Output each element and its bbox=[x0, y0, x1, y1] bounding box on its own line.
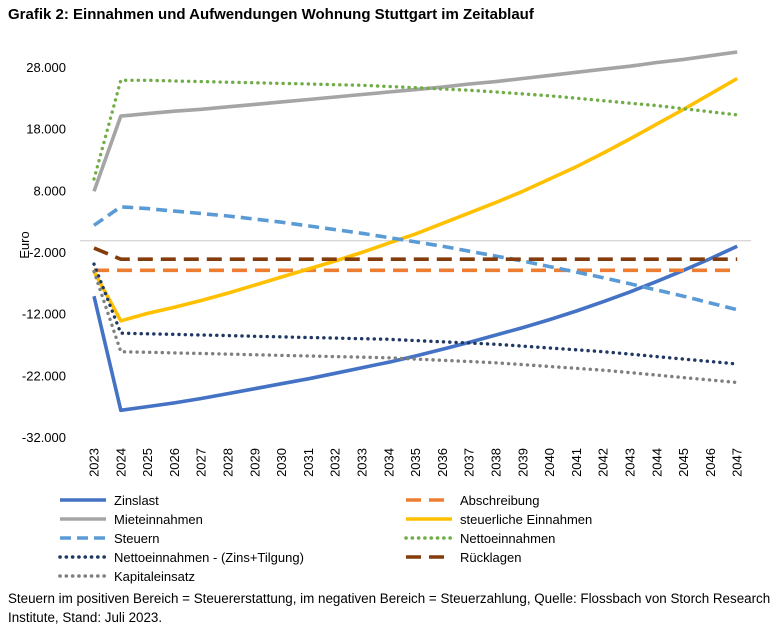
series-line-6 bbox=[92, 262, 739, 366]
legend-item: Nettoeinnahmen bbox=[404, 529, 555, 547]
legend-swatch bbox=[60, 498, 106, 502]
legend-label: Zinslast bbox=[114, 492, 159, 508]
legend-swatch bbox=[406, 517, 452, 521]
x-tick-label: 2024 bbox=[113, 448, 128, 477]
x-tick-label: 2035 bbox=[408, 448, 423, 477]
x-tick-label: 2047 bbox=[730, 448, 745, 477]
x-tick-label: 2041 bbox=[569, 448, 584, 477]
legend-item: Nettoeinnahmen - (Zins+Tilgung) bbox=[58, 548, 304, 566]
y-axis: 28.000 18.000 8.000 -2.000 -12.000 -22.000 -32… bbox=[22, 60, 66, 445]
x-tick-label: 2033 bbox=[355, 448, 370, 477]
x-tick-label: 2030 bbox=[274, 448, 289, 477]
y-tick-label: 8.000 bbox=[33, 183, 66, 198]
legend-label: Kapitaleinsatz bbox=[114, 568, 195, 584]
legend-swatch bbox=[58, 574, 108, 578]
y-tick-label: -22.000 bbox=[22, 368, 66, 383]
series-line-7 bbox=[93, 246, 738, 262]
x-tick-label: 2025 bbox=[140, 448, 155, 477]
series-line-2 bbox=[92, 50, 738, 192]
plot-area bbox=[92, 50, 739, 413]
legend-label: Abschreibung bbox=[460, 492, 540, 508]
legend-swatch bbox=[60, 536, 106, 540]
legend-swatch bbox=[60, 517, 106, 521]
legend-item: Mieteinnahmen bbox=[58, 510, 203, 528]
legend-label: Steuern bbox=[114, 530, 160, 546]
chart-title: Grafik 2: Einnahmen und Aufwendungen Woh… bbox=[8, 6, 534, 23]
x-tick-label: 2044 bbox=[649, 448, 664, 477]
y-tick-label: -12.000 bbox=[22, 307, 66, 322]
y-tick-label: -32.000 bbox=[22, 430, 66, 445]
legend-label: Mieteinnahmen bbox=[114, 511, 203, 527]
x-tick-label: 2040 bbox=[542, 448, 557, 477]
x-tick-label: 2026 bbox=[167, 448, 182, 477]
legend-item: Zinslast bbox=[58, 491, 159, 509]
series-line-0 bbox=[92, 244, 738, 413]
x-tick-label: 2023 bbox=[87, 448, 102, 477]
x-tick-label: 2043 bbox=[623, 448, 638, 477]
series-line-4 bbox=[92, 205, 738, 312]
legend-item: steuerliche Einnahmen bbox=[404, 510, 592, 528]
x-tick-label: 2045 bbox=[676, 448, 691, 477]
x-axis: 2023 2024 2025 2026 2027 2028 2029 2030 2031 2032… bbox=[87, 448, 745, 477]
x-tick-label: 2036 bbox=[435, 448, 450, 477]
y-tick-label: 18.000 bbox=[26, 122, 66, 137]
x-tick-label: 2042 bbox=[596, 448, 611, 477]
x-tick-label: 2027 bbox=[194, 448, 209, 477]
x-tick-label: 2039 bbox=[515, 448, 530, 477]
footnote: Steuern im positiven Bereich = Steuerers… bbox=[8, 591, 771, 625]
legend-label: Rücklagen bbox=[460, 549, 522, 565]
legend-swatch bbox=[404, 536, 454, 540]
legend-label: Nettoeinnahmen bbox=[460, 530, 556, 546]
y-axis-label: Euro bbox=[17, 231, 32, 258]
legend-item: Kapitaleinsatz bbox=[58, 567, 195, 585]
x-tick-label: 2028 bbox=[221, 448, 236, 477]
y-tick-label: 28.000 bbox=[26, 60, 66, 75]
series-line-5 bbox=[92, 78, 739, 181]
legend-swatch bbox=[406, 498, 452, 502]
legend-label: Nettoeinnahmen - (Zins+Tilgung) bbox=[114, 549, 304, 565]
x-tick-label: 2037 bbox=[462, 448, 477, 477]
legend-item: Steuern bbox=[58, 529, 160, 547]
x-tick-label: 2046 bbox=[703, 448, 718, 477]
legend-swatch bbox=[406, 555, 452, 559]
legend-swatch bbox=[58, 555, 108, 559]
series-line-3 bbox=[92, 76, 739, 323]
x-tick-label: 2034 bbox=[381, 448, 396, 477]
x-tick-label: 2038 bbox=[489, 448, 504, 477]
x-tick-label: 2031 bbox=[301, 448, 316, 477]
legend-item: Abschreibung bbox=[404, 491, 540, 509]
legend-label: steuerliche Einnahmen bbox=[460, 511, 593, 527]
x-tick-label: 2032 bbox=[328, 448, 343, 477]
y-tick-label: -2.000 bbox=[29, 245, 66, 260]
series-line-8 bbox=[92, 269, 739, 385]
x-tick-label: 2029 bbox=[247, 448, 262, 477]
legend-item: Rücklagen bbox=[404, 548, 521, 566]
